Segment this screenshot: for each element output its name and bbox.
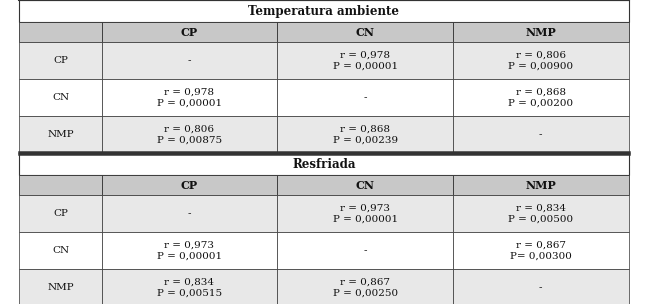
Text: CN: CN [356, 26, 375, 37]
Text: r = 0,834
P = 0,00515: r = 0,834 P = 0,00515 [157, 278, 222, 297]
Text: r = 0,868
P = 0,00200: r = 0,868 P = 0,00200 [508, 88, 573, 107]
Text: -: - [539, 130, 542, 139]
Text: -: - [364, 93, 367, 102]
Bar [19, 175, 102, 195]
Text: CP: CP [181, 179, 198, 191]
Bar [277, 22, 453, 42]
Bar [19, 22, 102, 42]
Text: r = 0,978
P = 0,00001: r = 0,978 P = 0,00001 [157, 88, 222, 107]
Text: -: - [364, 246, 367, 255]
Bar [453, 42, 629, 79]
Bar [19, 42, 102, 79]
Text: r = 0,868
P = 0,00239: r = 0,868 P = 0,00239 [332, 125, 398, 144]
Bar [19, 0, 629, 22]
Bar [277, 175, 453, 195]
Bar [453, 269, 629, 304]
Text: -: - [539, 283, 542, 292]
Text: Resfriada: Resfriada [292, 157, 356, 171]
Bar [277, 232, 453, 269]
Text: NMP: NMP [526, 179, 556, 191]
Bar [102, 22, 277, 42]
Text: r = 0,806
P = 0,00875: r = 0,806 P = 0,00875 [157, 125, 222, 144]
Text: r = 0,973
P = 0,00001: r = 0,973 P = 0,00001 [332, 204, 398, 223]
Text: NMP: NMP [47, 283, 74, 292]
Text: NMP: NMP [47, 130, 74, 139]
Bar [102, 269, 277, 304]
Bar [453, 79, 629, 116]
Text: r = 0,806
P = 0,00900: r = 0,806 P = 0,00900 [508, 51, 573, 70]
Bar [102, 232, 277, 269]
Text: -: - [188, 209, 191, 218]
Bar [277, 42, 453, 79]
Text: Temperatura ambiente: Temperatura ambiente [248, 5, 400, 18]
Text: CN: CN [52, 93, 69, 102]
Text: r = 0,973
P = 0,00001: r = 0,973 P = 0,00001 [157, 241, 222, 260]
Bar [102, 42, 277, 79]
Text: -: - [188, 56, 191, 65]
Bar [19, 232, 102, 269]
Bar [453, 175, 629, 195]
Bar [277, 269, 453, 304]
Bar [102, 116, 277, 153]
Bar [453, 22, 629, 42]
Bar [277, 195, 453, 232]
Text: r = 0,834
P = 0,00500: r = 0,834 P = 0,00500 [508, 204, 573, 223]
Bar [19, 195, 102, 232]
Bar [19, 153, 629, 175]
Bar [102, 79, 277, 116]
Bar [19, 269, 102, 304]
Text: CP: CP [53, 56, 68, 65]
Bar [453, 116, 629, 153]
Text: CN: CN [356, 179, 375, 191]
Bar [19, 79, 102, 116]
Text: CN: CN [52, 246, 69, 255]
Text: r = 0,867
P= 0,00300: r = 0,867 P= 0,00300 [510, 241, 572, 260]
Bar [277, 79, 453, 116]
Text: r = 0,978
P = 0,00001: r = 0,978 P = 0,00001 [332, 51, 398, 70]
Bar [102, 195, 277, 232]
Text: r = 0,867
P = 0,00250: r = 0,867 P = 0,00250 [332, 278, 398, 297]
Text: CP: CP [181, 26, 198, 37]
Text: CP: CP [53, 209, 68, 218]
Bar [453, 232, 629, 269]
Bar [453, 195, 629, 232]
Bar [19, 116, 102, 153]
Bar [277, 116, 453, 153]
Bar [102, 175, 277, 195]
Text: NMP: NMP [526, 26, 556, 37]
